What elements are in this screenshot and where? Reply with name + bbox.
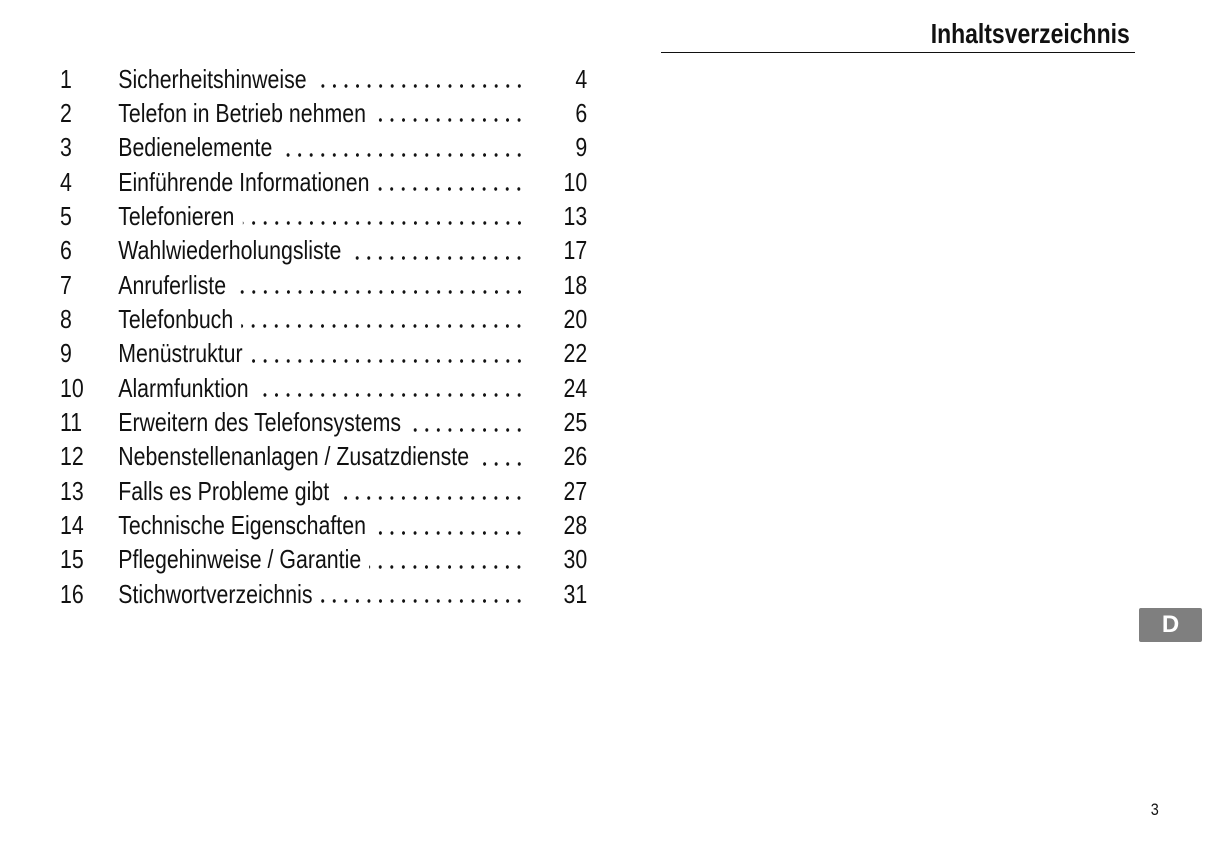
toc-entry[interactable]: 4 Einführende Informationen 10 xyxy=(60,165,587,199)
toc-entry-page: 13 xyxy=(563,200,588,231)
toc-entry-title: Sicherheitshinweise xyxy=(118,63,307,94)
page-title: Inhaltsverzeichnis xyxy=(930,18,1130,49)
toc-entry-number: 4 xyxy=(60,166,72,197)
toc-entry-title: Nebenstellenanlagen / Zusatzdienste xyxy=(118,441,470,472)
toc-entry-number: 10 xyxy=(60,372,84,403)
toc-entry-title: Stichwortverzeichnis xyxy=(118,578,313,609)
toc-entry[interactable]: 2 Telefon in Betrieb nehmen 6 xyxy=(60,96,587,130)
toc-entry-title: Alarmfunktion xyxy=(118,372,249,403)
toc-entry-number: 1 xyxy=(60,63,72,94)
toc-entry[interactable]: 15 Pflegehinweise / Garantie 30 xyxy=(60,543,587,577)
toc-entry[interactable]: 16 Stichwortverzeichnis 31 xyxy=(60,577,587,611)
dot-leader xyxy=(369,546,525,573)
toc-entry-number: 16 xyxy=(60,578,84,609)
toc-entry[interactable]: 12 Nebenstellenanlagen / Zusatzdienste 26 xyxy=(60,440,587,474)
dot-leader xyxy=(377,169,525,196)
toc-entry-number: 8 xyxy=(60,303,72,334)
toc-entry-number: 14 xyxy=(60,510,84,541)
dot-leader xyxy=(314,66,525,92)
toc-entry-title: Erweitern des Telefonsystems xyxy=(118,407,402,437)
toc-entry-page: 10 xyxy=(563,166,588,197)
toc-entry-page: 9 xyxy=(575,132,588,163)
language-tab: D xyxy=(1139,608,1202,642)
toc-entry-title: Bedienelemente xyxy=(118,132,273,163)
toc-entry-page: 26 xyxy=(563,441,588,472)
toc-entry-number: 9 xyxy=(60,338,72,369)
toc-entry-page: 17 xyxy=(563,235,588,266)
toc-entry[interactable]: 5 Telefonieren 13 xyxy=(60,199,587,233)
toc-entry-page: 28 xyxy=(563,510,588,541)
toc-entry-number: 5 xyxy=(60,200,72,231)
toc-entry-number: 2 xyxy=(60,97,72,128)
toc-entry-title: Wahlwiederholungsliste xyxy=(118,235,342,266)
dot-leader xyxy=(250,340,525,367)
toc-entry-number: 15 xyxy=(60,544,84,575)
toc-entry-page: 25 xyxy=(563,407,588,437)
toc-entry-number: 7 xyxy=(60,269,72,300)
toc-entry[interactable]: 1 Sicherheitshinweise 4 xyxy=(60,62,587,96)
toc-entry-page: 18 xyxy=(563,269,588,300)
toc-entry[interactable]: 13 Falls es Probleme gibt 27 xyxy=(60,474,587,508)
dot-leader xyxy=(242,203,525,230)
toc-entry-page: 22 xyxy=(563,338,588,369)
toc-entry[interactable]: 3 Bedienelemente 9 xyxy=(60,131,587,165)
dot-leader xyxy=(374,100,525,127)
toc-entry[interactable]: 11 Erweitern des Telefonsystems 25 xyxy=(60,406,587,440)
toc-entry-page: 6 xyxy=(575,97,588,128)
dot-leader xyxy=(477,443,525,470)
toc-entry[interactable]: 10 Alarmfunktion 24 xyxy=(60,371,587,405)
toc-entry-number: 13 xyxy=(60,475,84,506)
toc-entry-number: 3 xyxy=(60,132,72,163)
toc-entry-page: 31 xyxy=(563,578,588,609)
dot-leader xyxy=(256,375,525,402)
dot-leader xyxy=(234,272,525,299)
toc-entry[interactable]: 7 Anruferliste 18 xyxy=(60,268,587,302)
dot-leader xyxy=(241,306,525,333)
header-rule xyxy=(661,52,1135,53)
toc-entry-page: 30 xyxy=(563,544,588,575)
page-number: 3 xyxy=(1150,800,1159,819)
toc-entry-title: Telefonieren xyxy=(118,200,235,231)
toc-entry-number: 6 xyxy=(60,235,72,266)
toc-entry-page: 27 xyxy=(563,475,588,506)
toc-entry-page: 24 xyxy=(563,372,588,403)
toc-entry-number: 12 xyxy=(60,441,84,472)
toc-entry-title: Einführende Informationen xyxy=(118,166,370,197)
toc-entry-number: 11 xyxy=(60,407,83,437)
toc-entry[interactable]: 6 Wahlwiederholungsliste 17 xyxy=(60,234,587,268)
dot-leader xyxy=(280,134,525,161)
dot-leader xyxy=(320,581,525,608)
toc-entry-title: Technische Eigenschaften xyxy=(118,510,366,541)
toc-entry-title: Telefon in Betrieb nehmen xyxy=(118,97,366,128)
toc-entry-page: 20 xyxy=(563,303,588,334)
dot-leader xyxy=(337,478,525,505)
toc-entry[interactable]: 8 Telefonbuch 20 xyxy=(60,302,587,336)
dot-leader xyxy=(374,512,525,539)
dot-leader xyxy=(409,409,525,436)
toc-entry-title: Menüstruktur xyxy=(118,338,243,369)
toc-entry-title: Falls es Probleme gibt xyxy=(118,475,330,506)
toc-entry[interactable]: 9 Menüstruktur 22 xyxy=(60,337,587,371)
toc-entry-page: 4 xyxy=(575,63,588,94)
toc-entry[interactable]: 14 Technische Eigenschaften 28 xyxy=(60,509,587,543)
toc-entry-title: Telefonbuch xyxy=(118,303,234,334)
toc-entry-title: Anruferliste xyxy=(118,269,227,300)
toc-entry-title: Pflegehinweise / Garantie xyxy=(118,544,362,575)
dot-leader xyxy=(349,237,525,264)
